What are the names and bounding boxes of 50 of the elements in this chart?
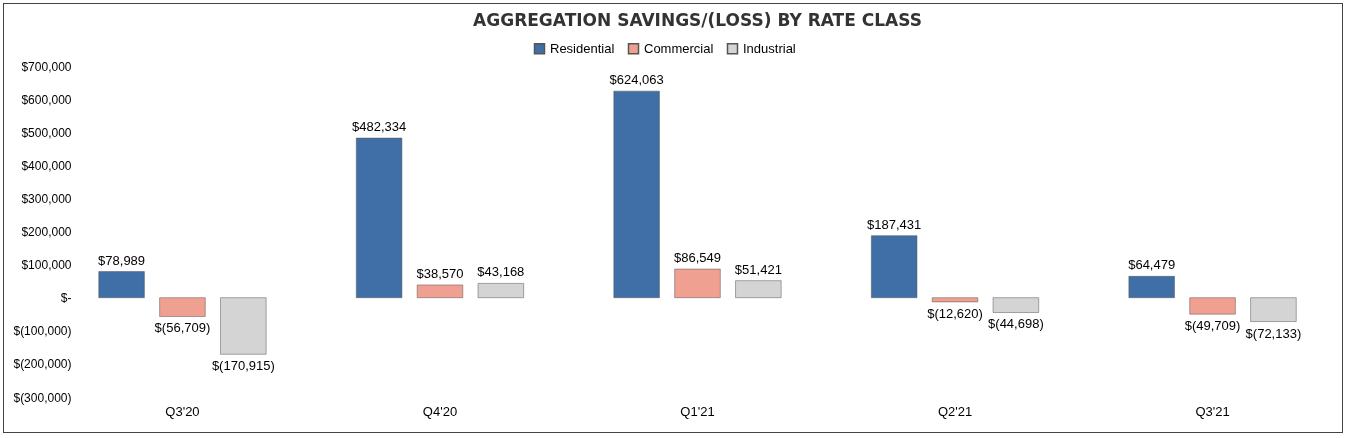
x-tick-label: Q1'21 <box>680 403 715 419</box>
chart-title: AGGREGATION SAVINGS/(LOSS) BY RATE CLASS <box>473 10 922 30</box>
bar <box>613 90 660 298</box>
data-label: $(170,915) <box>211 358 275 374</box>
bar <box>416 284 464 298</box>
bar <box>871 235 918 298</box>
y-tick-label: $(100,000) <box>13 324 72 339</box>
y-tick-label: $500,000 <box>21 125 72 140</box>
x-tick-label: Q2'21 <box>937 403 973 419</box>
x-tick-label: Q3'21 <box>1195 403 1230 419</box>
bar <box>477 283 524 298</box>
y-tick-label: $400,000 <box>21 158 72 173</box>
y-tick-label: $600,000 <box>21 92 72 107</box>
y-tick-label: $- <box>60 291 72 306</box>
bar <box>98 271 145 298</box>
x-tick-label: Q4'20 <box>422 403 458 419</box>
bar <box>220 297 267 355</box>
y-tick-label: $300,000 <box>21 191 72 206</box>
legend-label: Commercial <box>644 40 714 56</box>
data-label: $78,989 <box>98 252 146 268</box>
data-label: $(72,133) <box>1245 325 1302 341</box>
bar <box>1189 297 1236 315</box>
bar <box>992 297 1039 313</box>
y-tick-label: $100,000 <box>21 258 72 273</box>
data-label: $(56,709) <box>154 320 211 336</box>
data-label: $(49,709) <box>1184 318 1241 334</box>
y-tick-label: $200,000 <box>21 225 72 239</box>
data-label: $624,063 <box>609 72 664 88</box>
legend-label: Industrial <box>743 40 796 56</box>
bar <box>931 297 979 303</box>
data-label: $(44,698) <box>988 316 1044 332</box>
data-label: $43,168 <box>477 264 525 280</box>
bar <box>1250 297 1297 322</box>
bar <box>674 268 721 298</box>
bar <box>159 297 206 317</box>
bar <box>356 137 403 298</box>
data-label: $51,421 <box>734 261 782 277</box>
data-label: $(12,620) <box>927 305 983 321</box>
y-tick-label: $(300,000) <box>13 390 72 405</box>
data-label: $187,431 <box>867 216 922 232</box>
legend-label: Residential <box>550 40 615 56</box>
x-tick-label: Q3'20 <box>165 403 200 419</box>
y-tick-label: $(200,000) <box>13 357 72 372</box>
bar <box>735 280 782 298</box>
data-label: $86,549 <box>674 250 721 266</box>
y-tick-label: $700,000 <box>21 59 72 74</box>
data-label: $38,570 <box>416 265 464 281</box>
data-label: $64,479 <box>1128 257 1176 273</box>
data-label: $482,334 <box>351 119 407 135</box>
bar <box>1128 276 1175 298</box>
